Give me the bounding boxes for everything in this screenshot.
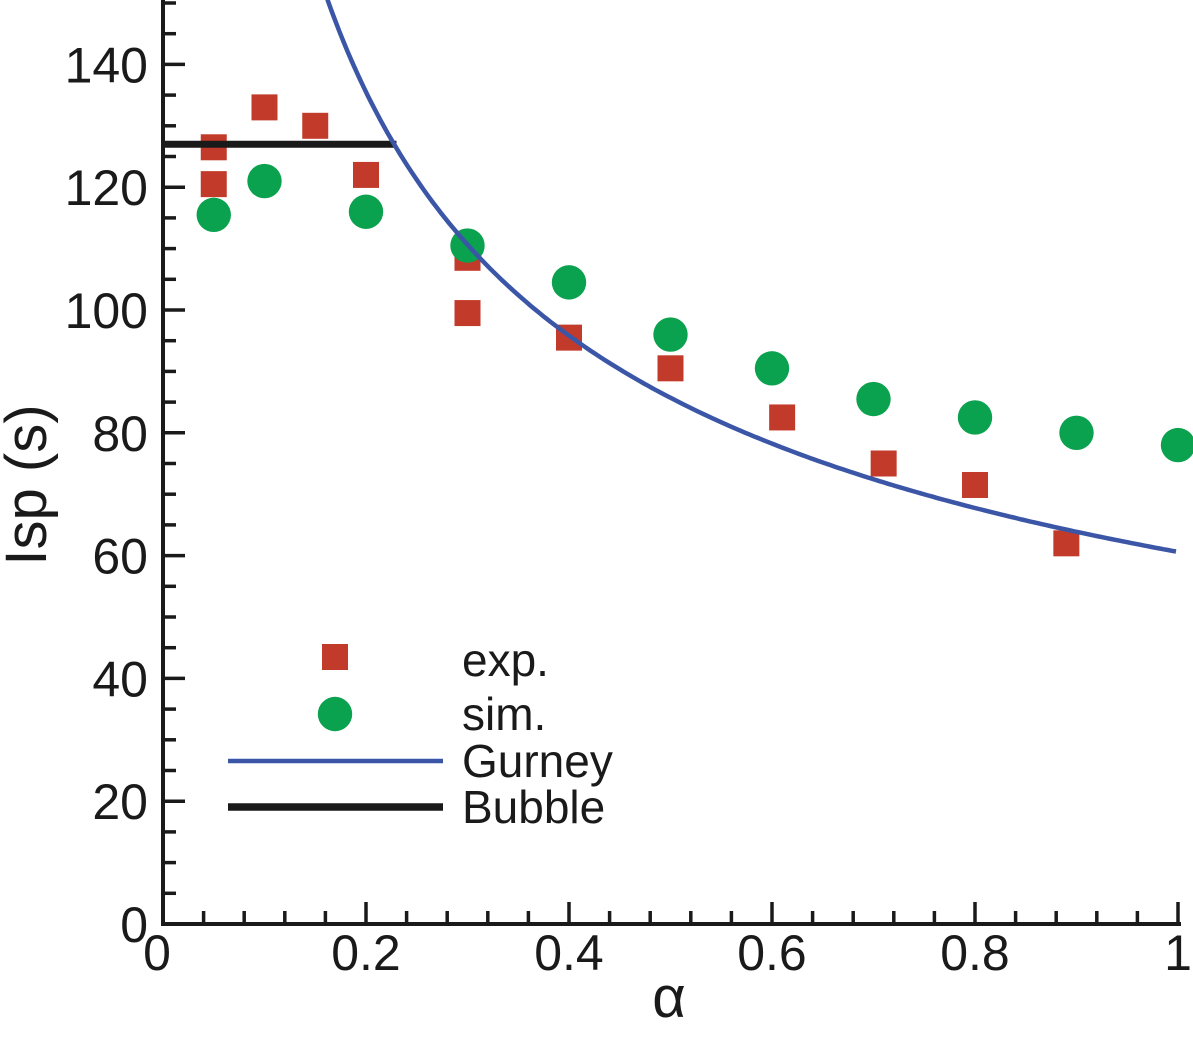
legend-label: Bubble — [462, 781, 605, 833]
sim-point — [754, 351, 790, 386]
y-tick-label: 40 — [92, 651, 148, 707]
sim-series — [196, 163, 1193, 463]
sim-point — [856, 381, 891, 417]
exp-point — [353, 161, 379, 188]
exp-point — [454, 300, 481, 327]
y-axis-title: Isp (s) — [0, 404, 59, 565]
sim-point — [653, 317, 688, 352]
exp-point — [657, 355, 684, 382]
y-tick-label: 0 — [120, 897, 148, 953]
axes — [161, 0, 1181, 926]
sim-point — [1059, 415, 1094, 450]
legend-label: Gurney — [462, 735, 613, 787]
y-tick-label: 60 — [92, 529, 148, 585]
exp-point — [1053, 530, 1080, 557]
exp-point — [200, 171, 227, 198]
sim-point — [957, 400, 993, 435]
legend-exp-square-icon — [322, 644, 348, 670]
exp-point — [962, 471, 988, 498]
y-tick-label: 80 — [92, 406, 148, 462]
exp-point — [302, 112, 329, 139]
exp-series — [200, 94, 1080, 557]
gurney-curve — [325, 0, 1177, 554]
y-tick-label: 140 — [65, 37, 148, 93]
x-tick-label: 0.4 — [534, 925, 604, 981]
x-axis-title: α — [652, 965, 686, 1030]
legend-label: sim. — [462, 688, 546, 740]
tick-labels: 0 0.2 0.4 0.6 0.8 1 0 20 40 60 80 100 120 140 — [65, 37, 1192, 981]
legend-label: exp. — [462, 634, 549, 686]
x-tick-label: 0 — [143, 925, 171, 981]
y-tick-label: 20 — [92, 774, 148, 830]
sim-point — [1160, 427, 1193, 463]
legend-sim-circle-icon — [317, 696, 353, 732]
x-tick-label: 0.2 — [331, 925, 401, 981]
sim-point — [551, 265, 587, 300]
exp-point — [251, 94, 278, 121]
x-tick-label: 1 — [1164, 925, 1192, 981]
x-tick-label: 0.8 — [940, 925, 1010, 981]
exp-point — [769, 404, 796, 431]
sim-point — [348, 194, 384, 229]
y-tick-label: 100 — [65, 283, 148, 339]
exp-point — [870, 450, 897, 477]
y-tick-label: 120 — [65, 160, 148, 216]
sim-point — [196, 197, 231, 233]
x-tick-label: 0.6 — [737, 925, 807, 981]
sim-point — [247, 163, 282, 199]
